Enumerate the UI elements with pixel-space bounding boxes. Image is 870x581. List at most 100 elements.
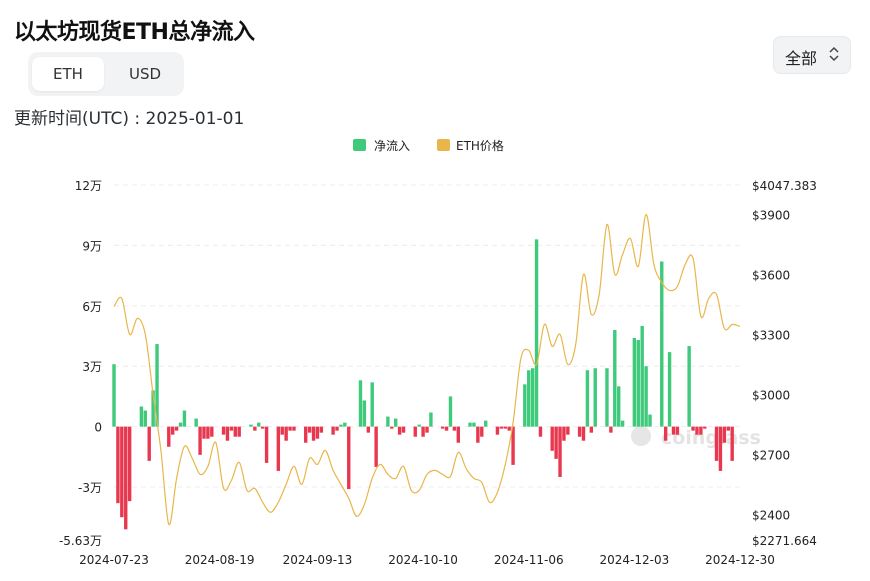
left-tick-label: -5.63万 <box>59 534 102 548</box>
range-select[interactable]: 全部 <box>773 36 851 74</box>
net-inflow-bar <box>593 368 597 427</box>
net-inflow-bar <box>577 426 582 437</box>
left-tick-label: 12万 <box>75 179 102 193</box>
net-inflow-bar <box>198 426 202 455</box>
x-tick-label: 2024-12-30 <box>705 553 775 567</box>
net-inflow-bar <box>640 325 644 427</box>
net-inflow-bar <box>562 426 566 441</box>
net-inflow-bar <box>550 426 554 451</box>
net-inflow-bar <box>558 426 562 477</box>
net-inflow-bar <box>229 426 234 431</box>
net-inflow-bar <box>413 426 417 437</box>
net-inflow-bar <box>554 426 558 459</box>
net-inflow-bar <box>617 386 621 427</box>
net-inflow-bar <box>249 424 253 427</box>
right-tick-label: $3000 <box>752 388 790 402</box>
tab-usd[interactable]: USD <box>128 65 162 83</box>
net-inflow-bar <box>284 426 288 441</box>
net-inflow-bar <box>331 426 335 435</box>
net-inflow-bar <box>476 426 480 443</box>
net-inflow-bar <box>523 384 527 427</box>
net-inflow-bar <box>307 426 312 433</box>
net-inflow-bar <box>718 426 723 471</box>
net-inflow-bar <box>202 426 206 439</box>
net-inflow-bar <box>124 426 128 530</box>
net-inflow-bar <box>264 426 269 463</box>
left-tick-label: 0 <box>94 421 102 435</box>
net-inflow-bar <box>139 406 144 427</box>
net-inflow-bar <box>237 426 241 437</box>
net-inflow-bar <box>456 426 460 443</box>
net-inflow-bar <box>538 426 543 437</box>
net-inflow-bar <box>511 426 515 465</box>
net-inflow-bar <box>507 426 511 431</box>
net-inflow-bars <box>112 239 734 530</box>
net-inflow-bar <box>448 396 453 427</box>
net-inflow-bar <box>292 426 296 431</box>
net-inflow-bar <box>691 426 695 431</box>
net-inflow-bar <box>339 424 343 427</box>
unit-toggle: ETH USD <box>28 52 184 96</box>
right-tick-label: $3300 <box>752 328 790 342</box>
left-tick-label: 6万 <box>82 300 102 314</box>
net-inflow-bar <box>620 420 625 427</box>
chart-legend: 净流入 ETH价格 <box>353 138 504 153</box>
left-tick-label: -3万 <box>78 481 102 495</box>
right-tick-label: $3600 <box>752 268 790 282</box>
updated-time: 更新时间(UTC) : 2025-01-01 <box>14 109 245 129</box>
net-inflow-bar <box>566 426 570 435</box>
net-inflow-bar <box>170 426 175 435</box>
net-inflow-bar <box>143 410 147 427</box>
range-select-label: 全部 <box>785 49 818 68</box>
net-inflow-bar <box>589 426 594 433</box>
net-inflow-bar <box>120 426 124 518</box>
net-inflow-bar <box>472 422 476 427</box>
net-inflow-bar <box>667 352 672 427</box>
net-inflow-bar <box>151 390 155 427</box>
left-tick-label: 3万 <box>82 360 102 374</box>
net-inflow-bar <box>178 422 183 427</box>
net-inflow-bar <box>530 368 535 427</box>
net-inflow-bar <box>280 426 284 435</box>
net-inflow-bar <box>401 426 406 433</box>
net-inflow-bar <box>581 426 586 441</box>
net-inflow-bar <box>495 426 500 435</box>
net-inflow-bar <box>397 426 402 435</box>
tab-eth[interactable]: ETH <box>32 57 104 91</box>
net-inflow-bar <box>429 412 433 427</box>
net-inflow-bar <box>206 426 210 439</box>
right-tick-label: $2700 <box>752 448 790 462</box>
net-inflow-bar <box>503 426 507 429</box>
net-inflow-bar <box>609 426 613 433</box>
net-inflow-bar <box>675 426 680 435</box>
legend-label-net-inflow[interactable]: 净流入 <box>374 139 410 153</box>
net-inflow-bar <box>276 426 281 471</box>
coinglass-watermark: coinglass <box>631 426 761 449</box>
net-inflow-bar <box>703 426 707 429</box>
coinglass-logo-icon <box>631 426 651 446</box>
net-inflow-bar <box>714 426 719 461</box>
net-inflow-bar <box>311 426 316 441</box>
net-inflow-bar <box>722 426 727 443</box>
net-inflow-bar <box>417 424 421 427</box>
net-inflow-bar <box>695 426 699 435</box>
left-axis: 12万 9万 6万 3万 0 -3万 -5.63万 <box>59 179 102 548</box>
net-inflow-bar <box>343 422 347 427</box>
legend-label-eth-price[interactable]: ETH价格 <box>456 138 504 153</box>
net-inflow-bar <box>644 366 648 427</box>
right-tick-label: $2271.664 <box>752 534 817 548</box>
net-inflow-bar <box>315 426 320 439</box>
net-inflow-bar <box>660 261 664 427</box>
net-inflow-bar <box>648 414 652 427</box>
net-inflow-bar <box>210 426 214 437</box>
net-inflow-bar <box>253 426 257 431</box>
net-inflow-bar <box>421 426 425 437</box>
net-inflow-bar <box>726 426 730 431</box>
net-inflow-bar <box>304 426 308 443</box>
net-inflow-bar <box>687 346 691 427</box>
net-inflow-bar <box>632 338 637 427</box>
net-inflow-bar <box>221 426 226 435</box>
net-inflow-bar <box>527 370 531 427</box>
chevron-updown-icon <box>829 46 839 62</box>
net-inflow-bar <box>257 422 261 427</box>
